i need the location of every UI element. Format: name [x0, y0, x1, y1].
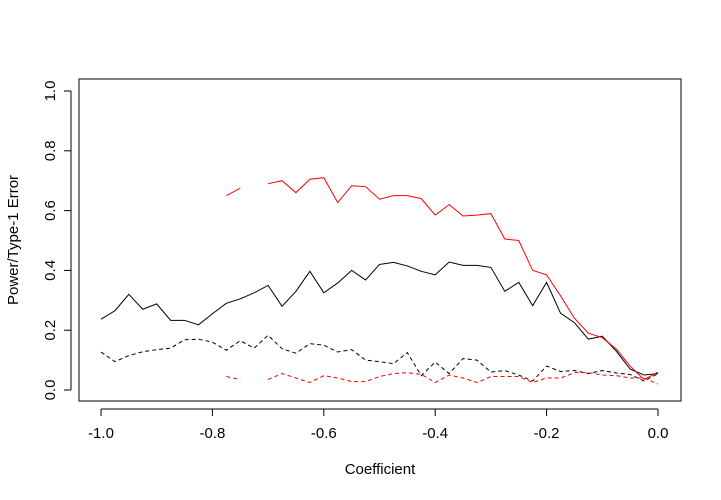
plot-frame — [78, 78, 682, 402]
series-line-3 — [100, 334, 659, 382]
series-line-2 — [226, 177, 659, 381]
y-tick-label: 0.2 — [42, 320, 59, 341]
x-tick-label: -1.0 — [88, 425, 114, 442]
y-tick-label: 0.4 — [42, 260, 59, 281]
x-tick-label: -0.4 — [422, 425, 448, 442]
x-tick-label: -0.8 — [199, 425, 225, 442]
y-tick-label: 0.8 — [42, 140, 59, 161]
x-tick-label: -0.6 — [311, 425, 337, 442]
series-line-4 — [226, 372, 659, 385]
series-line-1 — [100, 261, 659, 376]
y-tick-label: 1.0 — [42, 81, 59, 102]
x-axis-label: Coefficient — [345, 461, 416, 478]
axes: -1.0 -0.8 -0.6 -0.4 -0.2 0.0 0.0 0.2 0.4 0.6 0.8 1.… — [42, 81, 668, 442]
y-axis-label: Power/Type-1 Error — [5, 175, 22, 305]
x-tick-label: -0.2 — [534, 425, 560, 442]
y-tick-label: 0.6 — [42, 200, 59, 221]
x-tick-label: 0.0 — [648, 425, 669, 442]
y-tick-label: 0.0 — [42, 380, 59, 401]
series-layer — [100, 177, 659, 385]
